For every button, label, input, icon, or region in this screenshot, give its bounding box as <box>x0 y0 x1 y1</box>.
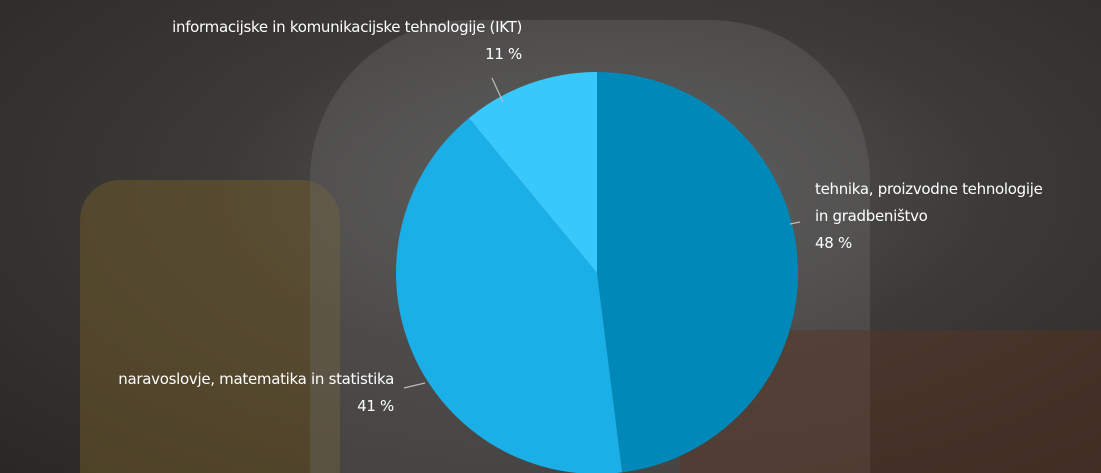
leader-line <box>403 382 426 389</box>
value-label: 41 % <box>357 397 394 415</box>
category-label: naravoslovje, matematika in statistika <box>118 370 394 388</box>
category-label: informacijske in komunikacijske tehnolog… <box>172 18 522 36</box>
value-label: 11 % <box>485 45 522 63</box>
category-label: tehnika, proizvodne tehnologije in gradb… <box>815 180 1043 225</box>
slice-label: tehnika, proizvodne tehnologije in gradb… <box>815 176 1055 257</box>
leader-line <box>491 77 504 103</box>
pie-slice <box>396 118 623 473</box>
pie-slice <box>597 72 799 473</box>
value-label: 48 % <box>815 234 852 252</box>
pie-slice <box>468 72 597 273</box>
slice-label: informacijske in komunikacijske tehnolog… <box>2 14 522 68</box>
slice-label: naravoslovje, matematika in statistika 41… <box>0 366 394 420</box>
leader-line <box>789 221 801 225</box>
background-shape <box>80 180 340 473</box>
